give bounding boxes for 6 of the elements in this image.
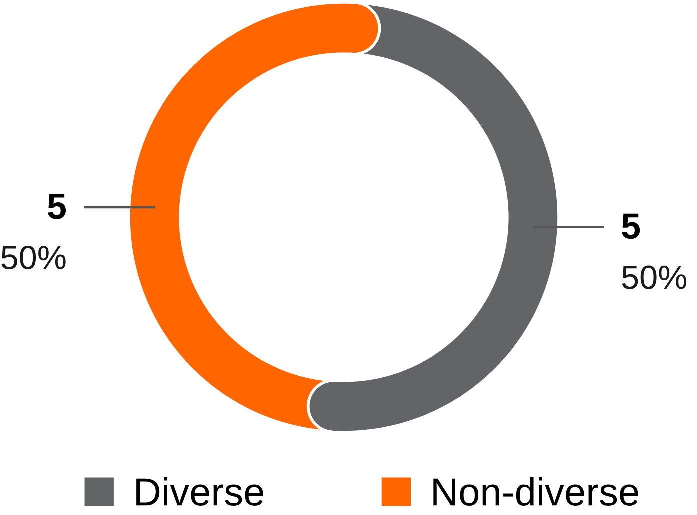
legend-label: Non-diverse (434, 477, 638, 506)
text: 50% (622, 266, 687, 290)
data-label: 5 (622, 214, 640, 240)
text: 50% (2, 246, 66, 270)
data-label: 5 (48, 194, 66, 220)
legend-label: Diverse (136, 477, 264, 506)
